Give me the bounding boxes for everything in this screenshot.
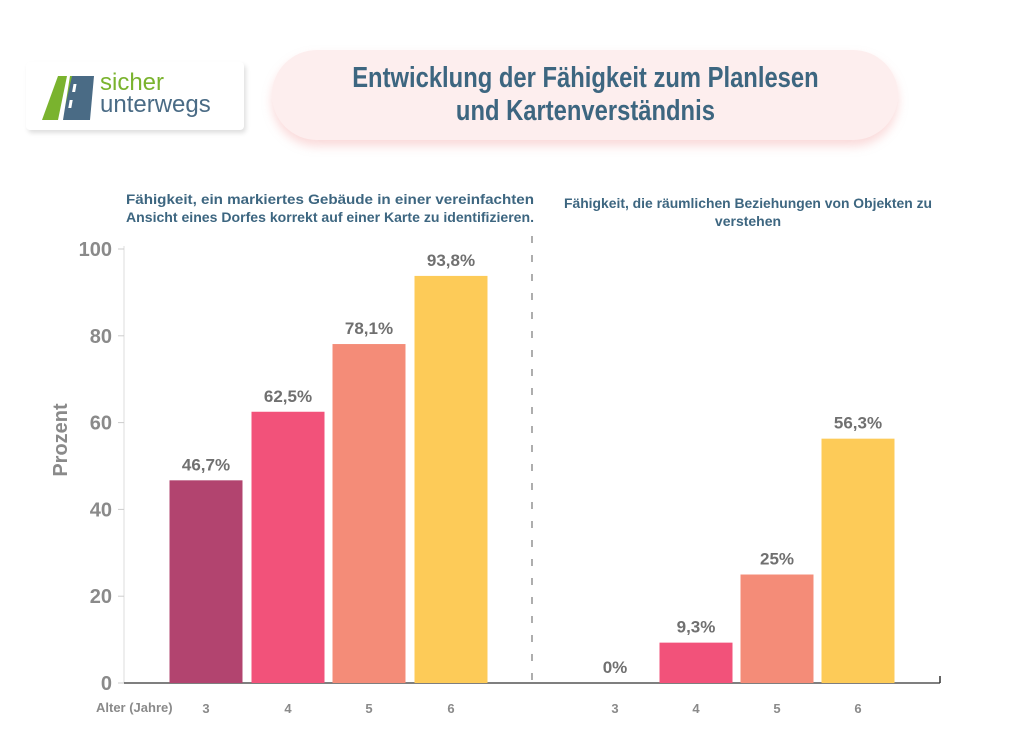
panel2-subtitle-line2: verstehen	[715, 213, 781, 229]
x-tick-label: 5	[365, 701, 372, 716]
y-tick-label: 80	[90, 326, 112, 348]
value-label: 9,3%	[677, 618, 716, 637]
value-label: 56,3%	[834, 414, 882, 433]
chart-title-line2: und Kartenverständnis	[455, 95, 715, 127]
logo-text-line1: sicher	[100, 69, 165, 96]
chart-title: Entwicklung der Fähigkeit zum Planlesen …	[352, 62, 818, 128]
bar-panel1-age4	[251, 411, 325, 683]
value-label: 62,5%	[264, 387, 312, 406]
bar-panel2-age5	[740, 574, 814, 683]
panel1-subtitle-line1: Fähigkeit, ein markiertes Gebäude in ein…	[126, 191, 534, 207]
y-tick-label: 60	[90, 413, 112, 435]
y-tick-label: 40	[90, 499, 112, 521]
x-tick-label: 6	[854, 701, 861, 716]
x-tick-label: 4	[284, 701, 292, 716]
value-label: 46,7%	[182, 455, 230, 474]
y-tick-label: 100	[79, 239, 112, 261]
logo-text-line2: unterwegs	[100, 91, 211, 118]
bar-panel2-age4	[659, 642, 733, 683]
road-logo-icon	[42, 76, 94, 120]
chart-title-line1: Entwicklung der Fähigkeit zum Planlesen	[351, 62, 819, 94]
y-tick-label: 20	[90, 586, 112, 608]
bar-panel2-age6	[821, 438, 895, 683]
x-tick-label: 3	[611, 701, 618, 716]
title-banner: Entwicklung der Fähigkeit zum Planlesen …	[272, 50, 898, 140]
x-tick-label: 4	[692, 701, 700, 716]
value-label: 0%	[603, 658, 628, 677]
bar-panel1-age6	[414, 275, 488, 683]
bar-panel1-age3	[169, 480, 243, 683]
bar-panel1-age5	[332, 344, 406, 683]
logo: sicher unterwegs	[26, 62, 244, 130]
panel1-subtitle-line2: Ansicht eines Dorfes korrekt auf einer K…	[126, 209, 534, 225]
value-label: 93,8%	[427, 251, 475, 270]
panel2-subtitle-line1: Fähigkeit, die räumlichen Beziehungen vo…	[564, 195, 932, 211]
x-tick-label: 5	[773, 701, 780, 716]
x-tick-label: 6	[447, 701, 454, 716]
value-label: 25%	[760, 550, 794, 569]
x-tick-label: 3	[202, 701, 209, 716]
y-tick-label: 0	[101, 673, 112, 695]
value-label: 78,1%	[345, 319, 393, 338]
x-axis-label: Alter (Jahre)	[96, 700, 173, 715]
y-axis-label: Prozent	[50, 403, 72, 477]
